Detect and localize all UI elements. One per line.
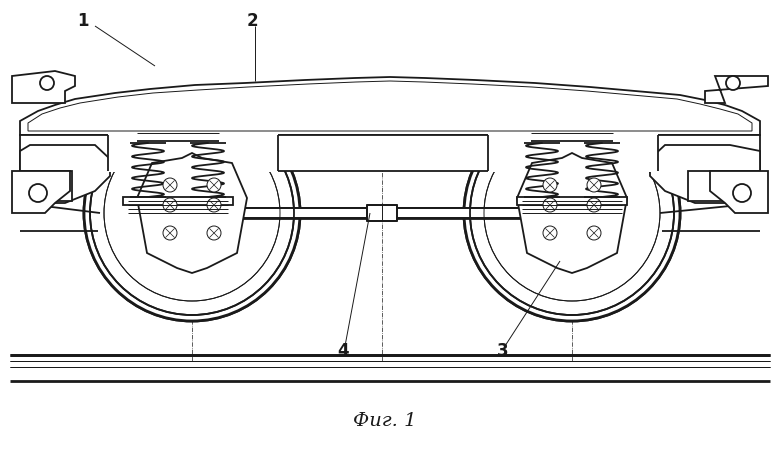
Polygon shape bbox=[705, 76, 768, 103]
Polygon shape bbox=[123, 197, 233, 205]
Polygon shape bbox=[28, 81, 752, 131]
Polygon shape bbox=[202, 208, 562, 218]
Polygon shape bbox=[12, 171, 70, 213]
Circle shape bbox=[464, 105, 680, 321]
Circle shape bbox=[726, 76, 740, 90]
Polygon shape bbox=[20, 171, 72, 201]
Polygon shape bbox=[137, 153, 247, 273]
Circle shape bbox=[40, 76, 54, 90]
Circle shape bbox=[587, 226, 601, 240]
Circle shape bbox=[543, 226, 557, 240]
Circle shape bbox=[29, 184, 47, 202]
Text: 3: 3 bbox=[497, 342, 509, 360]
Circle shape bbox=[84, 105, 300, 321]
Circle shape bbox=[207, 178, 221, 192]
Polygon shape bbox=[517, 197, 627, 205]
Polygon shape bbox=[517, 153, 627, 273]
Circle shape bbox=[163, 226, 177, 240]
Circle shape bbox=[84, 105, 300, 321]
Circle shape bbox=[543, 178, 557, 192]
Circle shape bbox=[163, 178, 177, 192]
Polygon shape bbox=[20, 135, 760, 171]
Circle shape bbox=[733, 184, 751, 202]
Polygon shape bbox=[650, 145, 760, 203]
Text: 1: 1 bbox=[77, 12, 89, 30]
Polygon shape bbox=[20, 77, 760, 135]
Text: 2: 2 bbox=[246, 12, 258, 30]
Polygon shape bbox=[688, 171, 760, 201]
Text: Фиг. 1: Фиг. 1 bbox=[353, 412, 417, 430]
Circle shape bbox=[207, 198, 221, 212]
Polygon shape bbox=[367, 205, 397, 221]
Polygon shape bbox=[488, 134, 658, 172]
Polygon shape bbox=[12, 71, 75, 103]
Circle shape bbox=[182, 203, 202, 223]
Circle shape bbox=[587, 198, 601, 212]
Polygon shape bbox=[20, 145, 110, 203]
Polygon shape bbox=[108, 134, 278, 172]
Circle shape bbox=[543, 198, 557, 212]
Circle shape bbox=[587, 178, 601, 192]
Circle shape bbox=[182, 203, 202, 223]
Circle shape bbox=[464, 105, 680, 321]
Circle shape bbox=[562, 203, 582, 223]
Circle shape bbox=[207, 226, 221, 240]
Circle shape bbox=[163, 198, 177, 212]
Text: 4: 4 bbox=[337, 342, 349, 360]
Polygon shape bbox=[710, 171, 768, 213]
Circle shape bbox=[562, 203, 582, 223]
